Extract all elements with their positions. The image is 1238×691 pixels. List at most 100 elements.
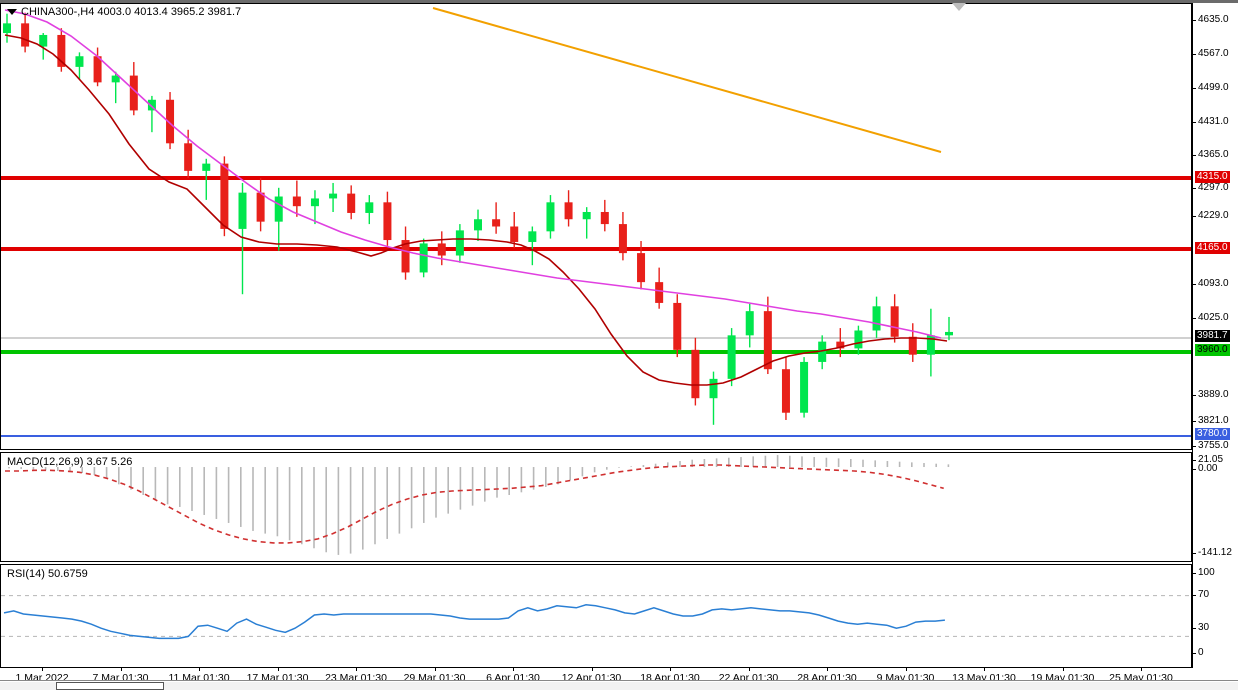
candle xyxy=(419,238,428,278)
tick-mark-icon xyxy=(1192,652,1196,654)
candle xyxy=(691,337,700,406)
price-tick: 4499.0 xyxy=(1192,83,1229,94)
ma-slow-line xyxy=(4,9,942,339)
candle xyxy=(147,95,156,133)
tick-mark-icon xyxy=(1192,121,1196,123)
candle xyxy=(256,178,265,232)
macd-panel[interactable]: MACD(12,26,9) 3.67 5.26 xyxy=(0,452,1192,562)
candle xyxy=(818,335,827,370)
macd-label: MACD(12,26,9) 3.67 5.26 xyxy=(7,456,133,468)
candle xyxy=(854,325,863,355)
time-tick-mark xyxy=(591,668,593,671)
candle xyxy=(39,33,48,60)
price-tag-blue[interactable]: 3780.0 xyxy=(1195,428,1230,440)
candle xyxy=(745,303,754,348)
macd-scale: 21.05 0.00 -141.12 xyxy=(1192,452,1238,562)
candle xyxy=(455,224,464,263)
candle xyxy=(945,316,953,341)
tick-mark-icon xyxy=(1192,459,1196,461)
rsi-label: RSI(14) 50.6759 xyxy=(7,568,88,580)
candle xyxy=(401,226,410,280)
scrollbar-track-left[interactable] xyxy=(0,682,56,690)
price-tick-label: 3821.0 xyxy=(1198,415,1229,426)
rsi-scale: 100 70 30 0 xyxy=(1192,564,1238,668)
time-tick-mark xyxy=(120,668,122,671)
time-tick-mark xyxy=(827,668,828,671)
candle xyxy=(872,296,881,338)
rsi-tick-label: 0 xyxy=(1198,647,1204,658)
tick-mark-icon xyxy=(1192,468,1196,470)
rsi-tick: 30 xyxy=(1192,623,1209,634)
price-tick: 4093.0 xyxy=(1192,279,1229,290)
tick-mark-icon xyxy=(1192,420,1196,422)
price-tick: 4567.0 xyxy=(1192,49,1229,60)
rsi-panel[interactable]: RSI(14) 50.6759 xyxy=(0,564,1192,668)
scrollbar-thumb[interactable] xyxy=(56,682,164,690)
price-tick-label: 4365.0 xyxy=(1198,149,1229,160)
candle xyxy=(836,328,845,358)
symbol-dropdown-icon[interactable] xyxy=(7,9,17,15)
candle xyxy=(763,296,772,375)
tick-mark-icon xyxy=(1192,445,1196,447)
tick-mark-icon xyxy=(1192,283,1196,285)
scrollbar-track-right[interactable] xyxy=(164,682,1238,690)
candle xyxy=(238,182,247,295)
macd-plot-area xyxy=(1,453,1191,561)
price-series-layer xyxy=(1,7,1191,437)
time-tick-mark xyxy=(1062,668,1064,671)
candle xyxy=(637,241,646,290)
price-tick-label: 4431.0 xyxy=(1198,116,1229,127)
price-tick: 4025.0 xyxy=(1192,313,1229,324)
price-chart-panel[interactable]: CHINA300-,H4 4003.0 4013.4 3965.2 3981.7 xyxy=(0,3,1192,450)
candle xyxy=(781,357,790,420)
price-tag-red[interactable]: 4315.0 xyxy=(1195,171,1230,183)
candle xyxy=(709,371,718,425)
tick-mark-icon xyxy=(1192,215,1196,217)
time-tick-mark xyxy=(513,668,514,671)
macd-tick: -141.12 xyxy=(1192,548,1232,559)
candle xyxy=(510,211,519,249)
candle xyxy=(310,190,319,225)
macd-signal-line xyxy=(5,464,944,544)
candle xyxy=(57,28,66,72)
candle xyxy=(383,191,392,246)
chart-header-text: CHINA300-,H4 4003.0 4013.4 3965.2 3981.7 xyxy=(21,6,242,18)
time-tick-mark xyxy=(1141,668,1142,671)
price-tick-label: 4499.0 xyxy=(1198,82,1229,93)
price-tag-black[interactable]: 3981.7 xyxy=(1195,330,1230,342)
rsi-line xyxy=(3,604,945,640)
macd-tick-label: 21.05 xyxy=(1198,454,1224,465)
downtrend-line xyxy=(432,7,942,153)
candle xyxy=(474,209,482,242)
chart-header: CHINA300-,H4 4003.0 4013.4 3965.2 3981.7 xyxy=(7,6,241,18)
candle xyxy=(129,62,138,116)
price-tick: 3755.0 xyxy=(1192,441,1229,452)
time-tick-mark xyxy=(277,668,279,671)
candle xyxy=(492,202,501,234)
price-tag-green[interactable]: 3960.0 xyxy=(1195,344,1230,356)
macd-series-layer xyxy=(5,455,950,555)
macd-tick-label: 0.00 xyxy=(1198,463,1218,474)
rsi-tick: 100 xyxy=(1192,568,1215,579)
rsi-tick-label: 30 xyxy=(1198,622,1210,633)
tick-mark-icon xyxy=(1192,87,1196,89)
ma-fast-line xyxy=(4,34,948,386)
horizontal-scrollbar[interactable] xyxy=(0,680,1238,691)
candle xyxy=(365,195,374,225)
tick-mark-icon xyxy=(1192,552,1196,554)
macd-tick: 0.00 xyxy=(1192,464,1217,475)
price-tick: 4229.0 xyxy=(1192,211,1229,222)
price-tag-red[interactable]: 4165.0 xyxy=(1195,242,1230,254)
candle xyxy=(347,185,356,220)
chart-top-marker-icon xyxy=(952,3,966,11)
tick-mark-icon xyxy=(1192,19,1196,21)
tick-mark-icon xyxy=(1192,53,1196,55)
candle xyxy=(329,182,338,212)
rsi-plot-area xyxy=(1,565,1191,667)
price-scale[interactable]: 4635.0 4567.0 4499.0 4431.0 4365.0 4297.0 4229… xyxy=(1192,3,1238,452)
price-tick-label: 3755.0 xyxy=(1198,440,1229,451)
price-tick: 4635.0 xyxy=(1192,15,1229,26)
price-tick-label: 4025.0 xyxy=(1198,312,1229,323)
candle xyxy=(3,13,11,43)
